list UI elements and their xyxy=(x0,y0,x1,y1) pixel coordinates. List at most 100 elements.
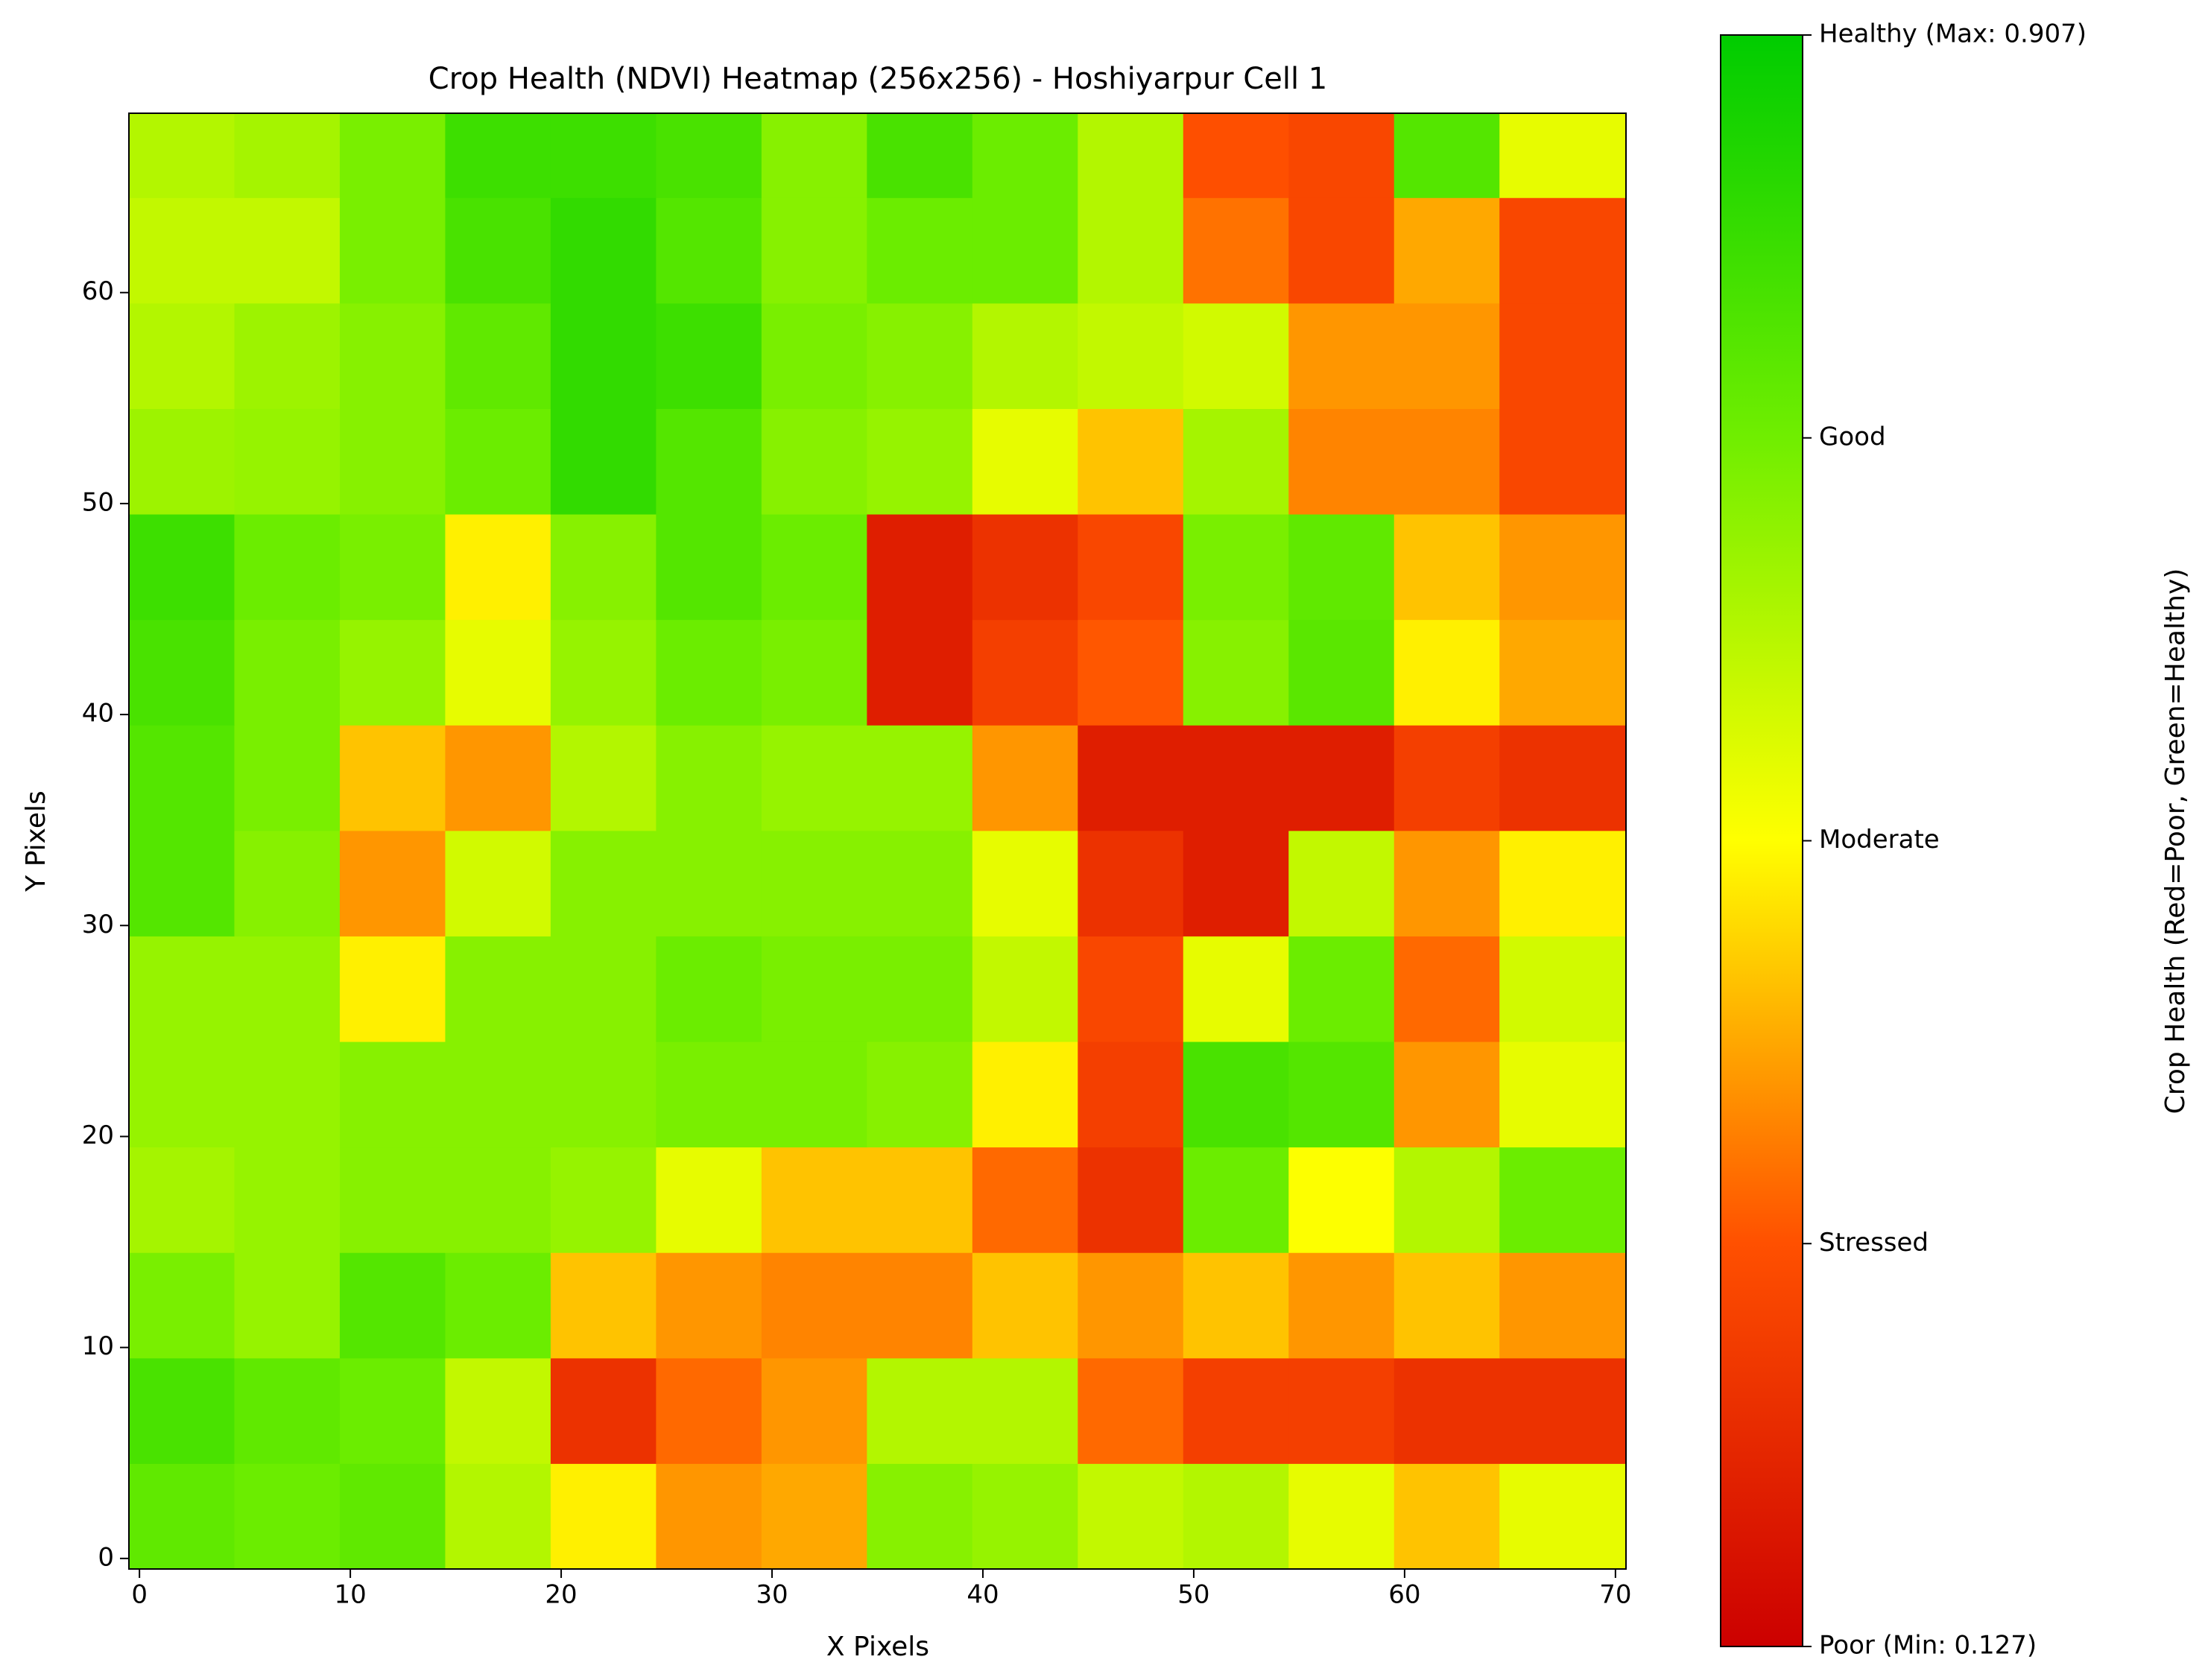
heatmap-cell xyxy=(234,830,341,936)
heatmap-cell xyxy=(1288,1042,1395,1148)
heatmap-cell xyxy=(867,1147,973,1253)
heatmap-cell xyxy=(1288,113,1395,198)
heatmap-cell xyxy=(550,197,657,304)
heatmap-cell xyxy=(129,619,235,726)
heatmap-cell xyxy=(234,514,341,621)
heatmap-cell xyxy=(234,1252,341,1359)
heatmap-cell xyxy=(129,830,235,936)
heatmap-cell xyxy=(972,113,1078,198)
heatmap-cell xyxy=(234,302,341,409)
heatmap-cell xyxy=(129,197,235,304)
heatmap-cell xyxy=(1288,830,1395,936)
heatmap-cell xyxy=(1078,936,1184,1042)
heatmap-cell xyxy=(761,197,867,304)
heatmap-cell xyxy=(1183,936,1289,1042)
heatmap-cell xyxy=(1078,1252,1184,1359)
heatmap-cell xyxy=(445,1252,551,1359)
heatmap-cell xyxy=(129,1147,235,1253)
heatmap-cell xyxy=(867,113,973,198)
heatmap-cell xyxy=(550,1357,657,1464)
heatmap-cell xyxy=(339,1042,446,1148)
colorbar-tick-label: Healthy (Max: 0.907) xyxy=(1819,19,2087,49)
heatmap-cell xyxy=(445,113,551,198)
heatmap-cell xyxy=(1078,113,1184,198)
heatmap-cell xyxy=(550,619,657,726)
heatmap-cell xyxy=(867,1252,973,1359)
heatmap-cell xyxy=(761,1357,867,1464)
heatmap-cell xyxy=(339,936,446,1042)
heatmap-cell xyxy=(1078,830,1184,936)
colorbar-tick-label: Poor (Min: 0.127) xyxy=(1819,1631,2037,1661)
heatmap-cell xyxy=(445,830,551,936)
heatmap-cell xyxy=(867,1463,973,1570)
heatmap-cell xyxy=(1183,1357,1289,1464)
heatmap-cell xyxy=(656,113,762,198)
heatmap-cell xyxy=(550,302,657,409)
heatmap-cell xyxy=(1393,936,1500,1042)
heatmap-cell xyxy=(445,408,551,515)
heatmap-cell xyxy=(761,830,867,936)
heatmap-cell xyxy=(656,725,762,831)
heatmap-cell xyxy=(972,1147,1078,1253)
heatmap-cell xyxy=(1078,1463,1184,1570)
heatmap-cell xyxy=(550,1147,657,1253)
heatmap-cell xyxy=(339,302,446,409)
y-tick-label: 40 xyxy=(82,699,114,729)
heatmap-cell xyxy=(972,830,1078,936)
heatmap-cell xyxy=(656,408,762,515)
heatmap-cell xyxy=(1499,936,1627,1042)
heatmap-cell xyxy=(867,725,973,831)
colorbar-tick-label: Stressed xyxy=(1819,1228,1929,1258)
heatmap-cell xyxy=(234,113,341,198)
heatmap-cell xyxy=(445,936,551,1042)
heatmap-cell xyxy=(1288,408,1395,515)
heatmap-cell xyxy=(1288,1463,1395,1570)
heatmap-cell xyxy=(972,197,1078,304)
heatmap-cell xyxy=(1078,1357,1184,1464)
heatmap-cell xyxy=(1288,1147,1395,1253)
heatmap-cell xyxy=(656,302,762,409)
heatmap-cell xyxy=(550,1252,657,1359)
x-tick-label: 50 xyxy=(1177,1580,1209,1610)
heatmap-cell xyxy=(550,113,657,198)
heatmap-cell xyxy=(867,197,973,304)
heatmap-cell xyxy=(445,619,551,726)
heatmap-cell xyxy=(129,1463,235,1570)
heatmap-cell xyxy=(1288,302,1395,409)
heatmap-cell xyxy=(129,408,235,515)
heatmap-cell xyxy=(1078,197,1184,304)
heatmap-cell xyxy=(1499,408,1627,515)
heatmap-cell xyxy=(339,725,446,831)
y-tick-label: 0 xyxy=(98,1542,114,1572)
heatmap-cell xyxy=(1393,1042,1500,1148)
heatmap-cell xyxy=(129,514,235,621)
heatmap-cell xyxy=(867,936,973,1042)
heatmap-cell xyxy=(129,1357,235,1464)
heatmap-cell xyxy=(761,302,867,409)
heatmap-cell xyxy=(445,302,551,409)
heatmap-cell xyxy=(1499,725,1627,831)
heatmap-cell xyxy=(972,936,1078,1042)
y-tick-label: 60 xyxy=(82,276,114,306)
heatmap-cell xyxy=(550,1042,657,1148)
heatmap-cell xyxy=(1499,1357,1627,1464)
heatmap-cell xyxy=(656,1357,762,1464)
heatmap-cell xyxy=(972,514,1078,621)
heatmap-cell xyxy=(1393,113,1500,198)
x-tick-label: 40 xyxy=(967,1580,999,1610)
heatmap-cell xyxy=(972,302,1078,409)
heatmap-cell xyxy=(656,830,762,936)
heatmap-cell xyxy=(445,1042,551,1148)
colorbar xyxy=(1720,34,1803,1647)
heatmap-cell xyxy=(129,302,235,409)
heatmap-cell xyxy=(1393,1252,1500,1359)
heatmap-cell xyxy=(339,408,446,515)
heatmap-cell xyxy=(1393,1463,1500,1570)
heatmap-cell xyxy=(339,1147,446,1253)
heatmap-cell xyxy=(867,514,973,621)
heatmap-cell xyxy=(972,725,1078,831)
heatmap-cell xyxy=(445,725,551,831)
heatmap-cell xyxy=(1078,302,1184,409)
heatmap-cell xyxy=(234,619,341,726)
